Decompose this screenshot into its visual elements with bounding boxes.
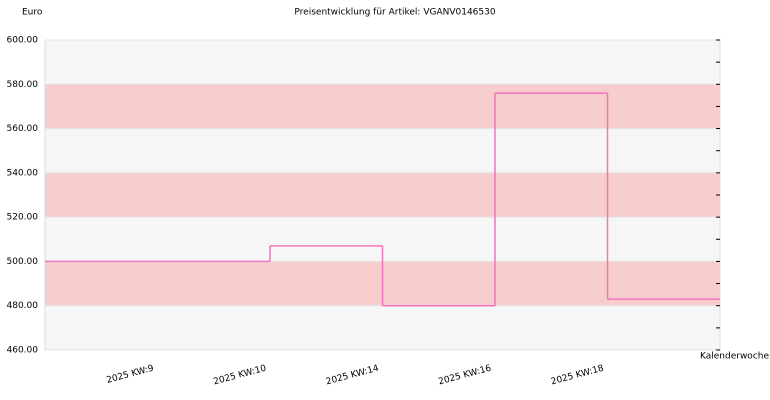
x-tick-label: 2025 KW:14 — [325, 364, 380, 388]
y-tick-label: 560.00 — [7, 124, 39, 134]
x-tick-label: 2025 KW:18 — [550, 364, 605, 388]
y-tick-label: 580.00 — [7, 80, 39, 90]
y-tick-label: 600.00 — [7, 36, 39, 46]
y-tick-label: 460.00 — [7, 346, 39, 356]
x-tick-label: 2025 KW:16 — [437, 364, 492, 388]
y-tick-label: 500.00 — [7, 257, 39, 267]
plot-band — [45, 305, 720, 350]
y-tick-label: 540.00 — [7, 168, 39, 178]
x-tick-label: 2025 KW:9 — [106, 364, 156, 386]
x-axis-label: Kalenderwoche — [700, 352, 769, 362]
plot-band — [45, 172, 720, 218]
x-tick-label: 2025 KW:10 — [212, 364, 267, 388]
series — [45, 92, 720, 307]
chart-title: Preisentwicklung für Artikel: VGANV01465… — [294, 8, 495, 18]
plot-band — [45, 128, 720, 173]
y-axis-label: Euro — [22, 8, 43, 18]
y-tick-label: 520.00 — [7, 213, 39, 223]
plot-band — [45, 40, 720, 85]
y-tick-label: 480.00 — [7, 301, 39, 311]
plot-band — [45, 84, 720, 129]
